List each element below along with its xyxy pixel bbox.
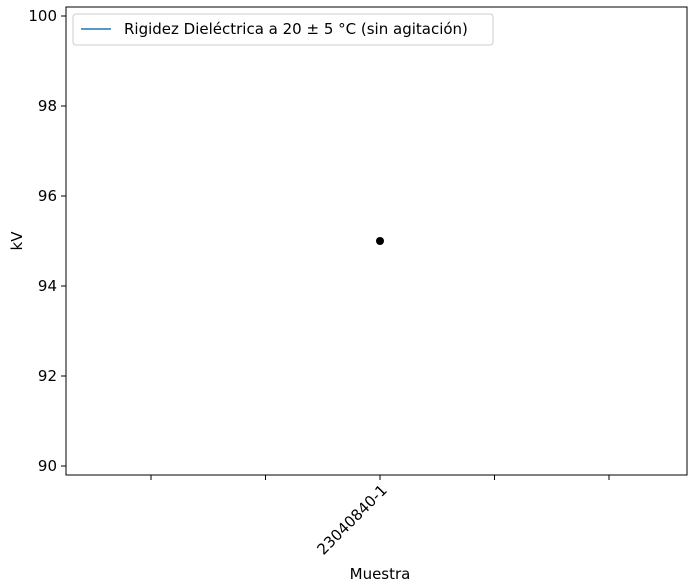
y-tick-label: 100 [28, 7, 57, 25]
x-axis-label: Muestra [350, 565, 411, 583]
plot-frame [65, 6, 688, 476]
y-axis-label: kV [8, 231, 26, 251]
legend-box [72, 13, 494, 46]
data-point [376, 237, 384, 245]
y-tick-label: 92 [38, 367, 57, 385]
y-tick-label: 98 [38, 97, 57, 115]
y-tick-label: 96 [38, 187, 57, 205]
y-tick-label: 90 [38, 457, 57, 475]
legend-label: Rigidez Dieléctrica a 20 ± 5 °C (sin agi… [124, 20, 468, 38]
legend: Rigidez Dieléctrica a 20 ± 5 °C (sin agi… [72, 13, 494, 46]
y-tick-label: 94 [38, 277, 57, 295]
y-axis-ticks: 90 92 94 96 98 100 [28, 7, 66, 475]
data-points [376, 237, 384, 245]
